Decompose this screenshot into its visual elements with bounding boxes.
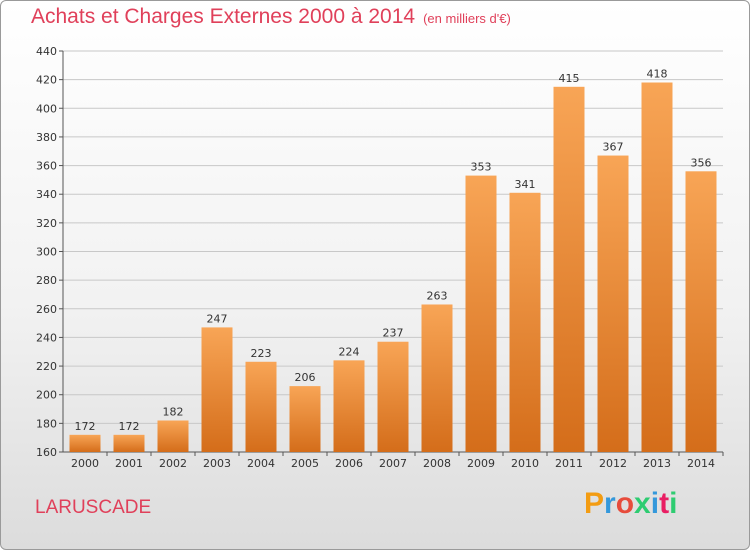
value-label-2014: 356 [691, 156, 712, 169]
labels: 160 180 200 220 240 260 280 300 320 340 360 380 400 4… [36, 45, 715, 470]
bar-2013 [641, 82, 673, 452]
x-tick-label-2002: 2002 [159, 457, 187, 470]
y-tick-label: 400 [36, 102, 57, 115]
y-tick-label: 220 [36, 360, 57, 373]
x-tick-label-2007: 2007 [379, 457, 407, 470]
chart-title: Achats et Charges Externes 2000 à 2014 (e… [31, 5, 511, 29]
y-tick-label: 360 [36, 160, 57, 173]
logo-letter: t [659, 487, 670, 520]
value-label-2000: 172 [75, 420, 96, 433]
value-label-2006: 224 [339, 345, 360, 358]
x-tick-label-2010: 2010 [511, 457, 539, 470]
value-label-2005: 206 [295, 371, 316, 384]
x-tick-label-2001: 2001 [115, 457, 143, 470]
logo-letter: o [615, 487, 635, 520]
place-name: LARUSCADE [35, 497, 152, 518]
y-tick-label: 300 [36, 246, 57, 259]
y-tick-label: 340 [36, 188, 57, 201]
bars [69, 82, 717, 453]
title-text: Achats et Charges Externes 2000 à 2014 [31, 5, 416, 28]
y-tick-label: 420 [36, 74, 57, 87]
y-tick-label: 380 [36, 131, 57, 144]
logo-letter: P [584, 487, 605, 520]
value-label-2003: 247 [207, 312, 228, 325]
value-label-2009: 353 [471, 161, 492, 174]
y-tick-label: 280 [36, 274, 57, 287]
chart-subtitle: (en milliers d'€) [423, 11, 511, 26]
x-tick-label-2003: 2003 [203, 457, 231, 470]
value-label-2012: 367 [603, 141, 624, 154]
y-tick-label: 240 [36, 331, 57, 344]
logo-letter: i [669, 487, 678, 520]
bar-2011 [553, 86, 585, 452]
bar-2003 [201, 327, 233, 452]
x-tick-label-2000: 2000 [71, 457, 99, 470]
bar-2010 [509, 192, 541, 452]
y-tick-label: 440 [36, 45, 57, 58]
bar-2002 [157, 420, 189, 452]
bar-2007 [377, 341, 409, 452]
bar-2006 [333, 360, 365, 452]
proxiti-logo[interactable]: Proxiti [584, 487, 677, 521]
bar-2004 [245, 361, 277, 452]
value-label-2001: 172 [119, 420, 140, 433]
x-tick-label-2005: 2005 [291, 457, 319, 470]
x-tick-label-2014: 2014 [687, 457, 715, 470]
value-label-2010: 341 [515, 178, 536, 191]
logo-letter: r [604, 487, 616, 520]
value-label-2011: 415 [559, 72, 580, 85]
x-tick-label-2008: 2008 [423, 457, 451, 470]
x-tick-label-2013: 2013 [643, 457, 671, 470]
y-tick-label: 260 [36, 303, 57, 316]
x-tick-label-2012: 2012 [599, 457, 627, 470]
value-label-2008: 263 [427, 289, 448, 302]
x-tick-label-2004: 2004 [247, 457, 275, 470]
y-tick-label: 180 [36, 417, 57, 430]
logo-letter: i [650, 487, 660, 520]
value-label-2013: 418 [647, 68, 668, 81]
x-tick-label-2011: 2011 [555, 457, 583, 470]
bar-2001 [113, 434, 145, 452]
bar-2000 [69, 434, 101, 452]
y-tick-label: 160 [36, 446, 57, 459]
x-tick-label-2009: 2009 [467, 457, 495, 470]
value-label-2002: 182 [163, 405, 184, 418]
logo-letter: x [634, 487, 651, 520]
bar-2009 [465, 175, 497, 452]
bar-2012 [597, 155, 629, 452]
y-tick-label: 200 [36, 389, 57, 402]
x-tick-label-2006: 2006 [335, 457, 363, 470]
value-label-2004: 223 [251, 347, 272, 360]
bar-2014 [685, 171, 717, 453]
y-tick-label: 320 [36, 217, 57, 230]
bar-2008 [421, 304, 453, 452]
bar-2005 [289, 386, 321, 452]
value-label-2007: 237 [383, 327, 404, 340]
